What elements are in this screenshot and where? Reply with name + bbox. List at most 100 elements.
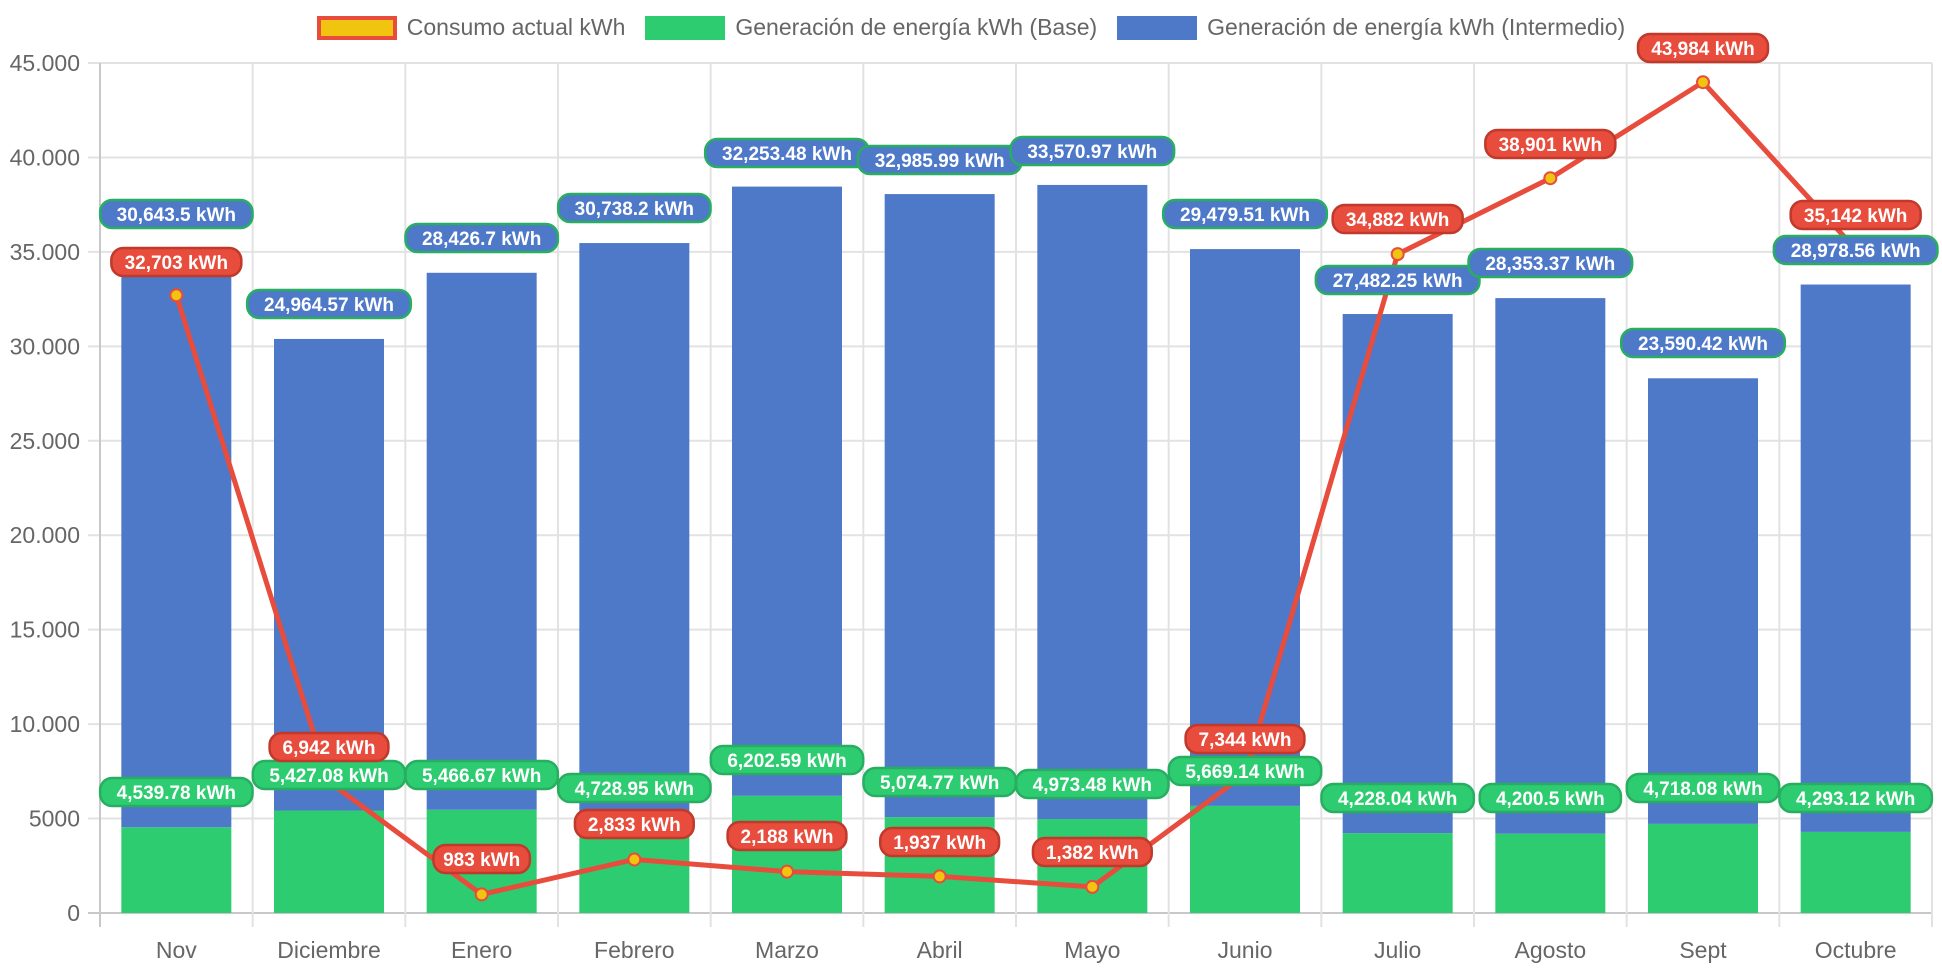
label-base-bg xyxy=(98,776,254,808)
label-base-bg xyxy=(1320,782,1476,814)
bar-base xyxy=(732,795,842,913)
legend-label-intermedio: Generación de energía kWh (Intermedio) xyxy=(1207,14,1626,40)
label-consumo-bg xyxy=(726,820,848,852)
data-labels: 30,643.5 kWh 24,964.57 kWh 28,426.7 kWh 30,… xyxy=(98,32,1939,875)
label-base-bg xyxy=(404,759,560,791)
label-intermedio: 28,353.37 kWh xyxy=(1485,254,1615,275)
bar-intermedio xyxy=(884,194,995,818)
bar-base xyxy=(1190,805,1300,913)
label-intermedio-bg xyxy=(1161,198,1329,230)
chart-legend: Consumo actual kWh Generación de energía… xyxy=(0,14,1942,41)
bar-intermedio xyxy=(1190,249,1300,806)
label-consumo: 34,882 kWh xyxy=(1346,210,1450,231)
bar-intermedio xyxy=(121,248,232,828)
label-intermedio: 32,985.99 kWh xyxy=(875,151,1005,172)
bar-intermedio xyxy=(1648,378,1758,824)
label-base: 6,202.59 kWh xyxy=(727,751,846,772)
bar-base xyxy=(1648,823,1758,913)
label-consumo-bg xyxy=(1184,723,1306,755)
label-intermedio: 28,978.56 kWh xyxy=(1791,241,1921,262)
label-intermedio-bg xyxy=(245,288,413,320)
legend-label-base: Generación de energía kWh (Base) xyxy=(735,14,1098,40)
x-tick-label: Diciembre xyxy=(277,937,381,963)
bar-base xyxy=(1495,833,1606,913)
consumo-point xyxy=(1696,75,1710,90)
consumo-point xyxy=(1085,879,1100,894)
bar-intermedio xyxy=(1037,184,1148,820)
label-consumo: 1,382 kWh xyxy=(1046,843,1139,864)
x-tick-label: Junio xyxy=(1218,937,1273,963)
label-intermedio: 24,964.57 kWh xyxy=(264,295,394,316)
label-consumo-bg xyxy=(268,731,390,763)
y-tick-label: 0 xyxy=(67,900,80,926)
legend-item-consumo[interactable]: Consumo actual kWh xyxy=(316,14,626,41)
label-consumo-bg xyxy=(1636,32,1770,64)
label-base-bg xyxy=(556,772,712,804)
label-consumo-bg xyxy=(110,246,243,278)
label-consumo: 38,901 kWh xyxy=(1499,135,1603,156)
label-consumo: 1,937 kWh xyxy=(893,833,986,854)
consumo-point xyxy=(169,288,184,303)
y-tick-label: 45.000 xyxy=(10,50,80,76)
label-intermedio: 32,253.48 kWh xyxy=(722,144,852,165)
bar-intermedio xyxy=(1495,298,1606,834)
label-consumo: 43,984 kWh xyxy=(1651,39,1755,60)
bar-intermedio xyxy=(579,243,690,824)
label-base: 4,200.5 kWh xyxy=(1496,789,1605,810)
legend-swatch-base xyxy=(645,15,726,40)
x-tick-label: Abril xyxy=(917,937,963,963)
label-base-bg xyxy=(1625,772,1781,804)
x-tick-label: Nov xyxy=(156,937,197,963)
consumo-point xyxy=(1543,171,1558,186)
y-tick-label: 30.000 xyxy=(10,333,80,359)
consumo-point xyxy=(474,887,489,902)
label-consumo: 7,344 kWh xyxy=(1199,730,1292,751)
label-consumo-bg xyxy=(1484,128,1617,160)
label-consumo-bg xyxy=(432,843,532,875)
label-consumo-bg xyxy=(1331,203,1464,235)
label-consumo: 35,142 kWh xyxy=(1804,206,1908,227)
consumo-point xyxy=(932,869,947,884)
label-consumo: 32,703 kWh xyxy=(125,253,229,274)
bar-base xyxy=(274,810,384,913)
y-tick-label: 20.000 xyxy=(10,522,80,548)
label-intermedio-bg xyxy=(404,222,560,254)
legend-swatch-intermedio xyxy=(1117,15,1198,40)
y-tick-label: 10.000 xyxy=(10,711,80,737)
label-base: 5,074.77 kWh xyxy=(880,773,999,794)
x-axis: Nov Diciembre Enero Febrero Marzo Abril Mayo Ju… xyxy=(156,937,1897,963)
consumo-line-path xyxy=(173,79,1858,897)
label-intermedio: 29,479.51 kWh xyxy=(1180,205,1310,226)
label-consumo-bg xyxy=(573,808,695,840)
y-tick-label: 5000 xyxy=(29,806,80,832)
label-base-bg xyxy=(1014,768,1170,800)
label-consumo: 2,188 kWh xyxy=(741,827,834,848)
label-intermedio-bg xyxy=(1314,264,1481,296)
label-intermedio-bg xyxy=(1772,234,1939,266)
y-tick-label: 25.000 xyxy=(10,428,80,454)
bar-intermedio xyxy=(1800,284,1911,832)
label-consumo: 6,942 kWh xyxy=(283,738,376,759)
legend-item-base[interactable]: Generación de energía kWh (Base) xyxy=(645,14,1097,41)
legend-item-intermedio[interactable]: Generación de energía kWh (Intermedio) xyxy=(1117,14,1625,41)
bar-intermedio xyxy=(426,272,537,810)
legend-label-consumo: Consumo actual kWh xyxy=(406,14,626,40)
label-intermedio: 23,590.42 kWh xyxy=(1638,334,1768,355)
label-base-bg xyxy=(1167,755,1323,787)
label-intermedio-bg xyxy=(1009,135,1176,167)
x-tick-label: Mayo xyxy=(1064,937,1120,963)
bar-base xyxy=(1342,833,1453,913)
label-base: 4,973.48 kWh xyxy=(1033,775,1152,796)
label-base: 4,728.95 kWh xyxy=(575,779,694,800)
label-consumo-bg xyxy=(1789,199,1922,231)
label-base-bg xyxy=(1778,782,1934,814)
label-base: 5,466.67 kWh xyxy=(422,766,541,787)
consumo-point xyxy=(1390,247,1405,262)
label-intermedio-bg xyxy=(1467,247,1634,279)
x-tick-label: Agosto xyxy=(1515,937,1587,963)
y-tick-label: 15.000 xyxy=(10,617,80,643)
bar-intermedio xyxy=(732,186,842,796)
legend-swatch-consumo xyxy=(316,15,397,40)
y-axis: 0 5000 10.000 15.000 20.000 25.000 30.000 35.00… xyxy=(10,50,80,926)
consumo-point xyxy=(627,852,642,867)
